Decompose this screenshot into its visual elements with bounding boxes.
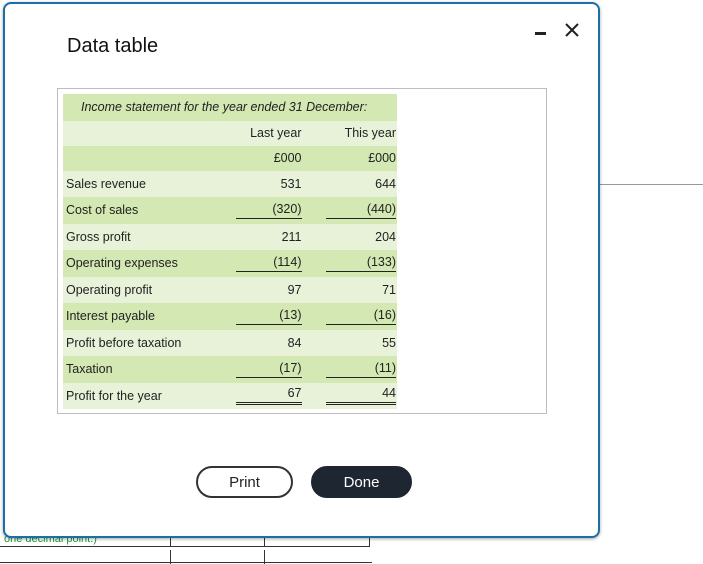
row-label: Taxation — [63, 356, 236, 383]
data-table-dialog: Data table Income statement for the year… — [3, 2, 600, 538]
income-statement-frame: Income statement for the year ended 31 D… — [57, 88, 547, 414]
close-icon — [565, 23, 579, 37]
table-row: Profit before taxation 84 55 — [63, 329, 397, 356]
row-label: Interest payable — [63, 303, 236, 330]
table-row: Operating profit 97 71 — [63, 276, 397, 303]
background-table-line — [0, 546, 370, 547]
units-last-year: £000 — [273, 151, 302, 165]
income-statement-table: Income statement for the year ended 31 D… — [63, 94, 397, 409]
table-units-row: £000 £000 — [63, 145, 397, 171]
close-button[interactable] — [561, 19, 583, 41]
value-last-year: (114) — [235, 255, 302, 272]
background-table-divider — [170, 550, 171, 564]
column-header-this-year: This year — [344, 126, 396, 140]
value-last-year: (13) — [235, 308, 302, 325]
row-label: Operating profit — [63, 276, 236, 303]
table-row: Sales revenue 531 644 — [63, 170, 397, 197]
table-row: Gross profit 211 204 — [63, 223, 397, 250]
table-row: Profit for the year 67 44 — [63, 382, 397, 409]
statement-caption: Income statement for the year ended 31 D… — [63, 94, 397, 121]
row-label: Profit before taxation — [63, 329, 236, 356]
table-header-row: Last year This year — [63, 120, 397, 146]
table-row: Operating expenses (114) (133) — [63, 250, 397, 277]
dialog-title: Data table — [67, 35, 159, 57]
value-this-year: 55 — [382, 335, 396, 350]
value-this-year: (11) — [326, 361, 396, 378]
background-table-divider — [170, 535, 171, 547]
row-label: Profit for the year — [63, 382, 236, 409]
units-this-year: £000 — [368, 151, 396, 165]
background-table-divider — [264, 550, 265, 564]
value-this-year: 71 — [382, 282, 396, 297]
table-row: Interest payable (13) (16) — [63, 303, 397, 330]
background-table-divider — [264, 535, 265, 547]
value-last-year: 84 — [287, 335, 302, 350]
row-label: Gross profit — [63, 223, 236, 250]
value-this-year: (440) — [326, 202, 396, 219]
table-row: Cost of sales (320) (440) — [63, 197, 397, 224]
value-this-year: 204 — [375, 229, 396, 244]
column-header-last-year: Last year — [250, 126, 302, 140]
header-blank — [63, 120, 236, 146]
value-last-year: 67 — [235, 386, 302, 406]
value-this-year: 44 — [326, 386, 396, 406]
minimize-button[interactable] — [529, 19, 551, 41]
background-table-divider — [369, 535, 370, 547]
background-rule — [600, 184, 703, 185]
value-this-year: (16) — [326, 308, 396, 325]
row-label: Sales revenue — [63, 170, 236, 197]
value-this-year: (133) — [326, 255, 396, 272]
minimize-icon — [534, 31, 546, 35]
value-last-year: 531 — [280, 176, 302, 191]
value-last-year: (17) — [235, 361, 302, 378]
value-last-year: 97 — [287, 282, 302, 297]
row-label: Operating expenses — [63, 250, 236, 277]
background-table-line — [0, 562, 372, 563]
value-last-year: (320) — [235, 202, 302, 219]
value-this-year: 644 — [375, 176, 396, 191]
print-button[interactable]: Print — [196, 466, 293, 498]
table-caption-row: Income statement for the year ended 31 D… — [63, 94, 397, 121]
done-button[interactable]: Done — [311, 466, 412, 498]
table-row: Taxation (17) (11) — [63, 356, 397, 383]
value-last-year: 211 — [281, 229, 302, 244]
row-label: Cost of sales — [63, 197, 236, 224]
